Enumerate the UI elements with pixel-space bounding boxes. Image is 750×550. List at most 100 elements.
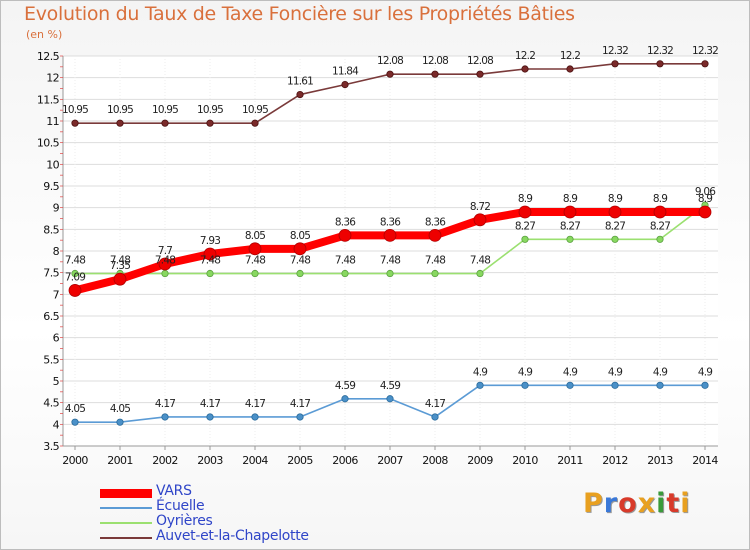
proxiti-logo: Proxiti — [583, 488, 691, 519]
data-point — [473, 213, 487, 227]
data-label: 12.2 — [560, 50, 580, 62]
y-tick-label: 5 — [53, 375, 60, 388]
logo-letter: i — [656, 488, 667, 519]
data-point — [386, 269, 394, 278]
y-tick-label: 8 — [53, 245, 60, 258]
data-point — [116, 119, 124, 127]
data-label: 12.32 — [602, 45, 628, 57]
x-tick-label: 2011 — [557, 454, 583, 467]
data-point — [251, 269, 259, 278]
data-point — [71, 418, 79, 426]
chart-subtitle: (en %) — [26, 28, 63, 41]
data-point — [161, 119, 169, 127]
data-point — [161, 413, 169, 421]
x-tick-label: 2007 — [377, 454, 403, 467]
legend-swatch — [100, 507, 152, 509]
logo-letter: i — [680, 488, 691, 519]
data-point — [251, 413, 259, 421]
data-label: 8.9 — [563, 193, 577, 205]
data-label: 8.27 — [560, 220, 580, 232]
legend-swatch — [100, 537, 152, 539]
data-label: 7.48 — [470, 255, 490, 267]
chart-title: Evolution du Taux de Taxe Foncière sur l… — [24, 3, 575, 25]
data-label: 7.48 — [290, 255, 310, 267]
data-point — [611, 60, 619, 68]
data-label: 7.48 — [425, 255, 445, 267]
y-tick-label: 8.5 — [43, 223, 59, 236]
data-point — [113, 272, 127, 286]
data-point — [521, 65, 529, 73]
y-tick-label: 3.5 — [43, 440, 59, 453]
data-point — [383, 228, 397, 242]
data-label: 8.27 — [605, 220, 625, 232]
data-point — [296, 90, 304, 99]
data-point — [518, 205, 532, 219]
data-point — [296, 413, 304, 421]
x-tick-label: 2001 — [107, 454, 133, 467]
logo-letter: x — [637, 488, 657, 519]
data-point — [476, 70, 484, 78]
data-point — [71, 269, 79, 278]
data-label: 9.06 — [695, 186, 716, 198]
x-tick-label: 2013 — [647, 454, 673, 467]
logo-letter: r — [603, 488, 619, 519]
data-label: 4.05 — [65, 403, 85, 415]
data-point — [71, 119, 79, 127]
data-point — [656, 381, 664, 389]
data-label: 8.72 — [470, 201, 490, 213]
legend-swatch — [100, 488, 152, 498]
x-tick-label: 2000 — [62, 454, 88, 467]
data-point — [251, 119, 259, 127]
logo-letter: o — [618, 488, 638, 519]
data-label: 10.95 — [197, 104, 223, 116]
data-point — [653, 205, 667, 219]
data-point — [701, 381, 709, 389]
data-label: 10.95 — [152, 104, 178, 116]
data-label: 4.17 — [290, 398, 310, 410]
data-label: 4.17 — [200, 398, 220, 410]
data-label: 12.32 — [647, 45, 673, 57]
y-tick-label: 7.5 — [43, 267, 59, 280]
data-label: 8.05 — [290, 230, 310, 242]
data-point — [248, 242, 262, 256]
data-label: 7.48 — [380, 255, 400, 267]
x-tick-label: 2002 — [152, 454, 178, 467]
data-point — [158, 257, 172, 271]
y-tick-label: 4.5 — [43, 397, 59, 410]
x-tick-label: 2004 — [242, 454, 268, 467]
data-point — [521, 235, 529, 243]
data-point — [296, 269, 304, 278]
data-point — [116, 418, 124, 426]
y-tick-label: 12 — [46, 72, 59, 85]
data-label: 10.95 — [107, 104, 133, 116]
data-label: 12.2 — [515, 50, 535, 62]
data-point — [566, 381, 574, 389]
data-label: 4.9 — [698, 366, 712, 378]
data-label: 11.61 — [287, 76, 313, 88]
data-point — [563, 205, 577, 219]
y-tick-label: 9 — [53, 202, 60, 215]
data-label: 12.08 — [422, 55, 448, 67]
data-point — [206, 269, 214, 278]
x-tick-label: 2006 — [332, 454, 358, 467]
data-point — [431, 413, 439, 421]
legend-label: Auvet-et-la-Chapelotte — [156, 528, 309, 544]
data-label: 7.48 — [335, 255, 355, 267]
data-label: 7.48 — [245, 255, 265, 267]
legend-label: VARS — [156, 483, 192, 499]
y-tick-label: 11.5 — [37, 93, 60, 106]
data-label: 8.27 — [650, 220, 670, 232]
data-point — [476, 269, 484, 278]
data-point — [566, 235, 574, 243]
data-label: 4.9 — [473, 366, 487, 378]
data-point — [341, 395, 349, 403]
data-label: 8.9 — [518, 193, 532, 205]
data-label: 4.17 — [245, 398, 265, 410]
data-point — [431, 70, 439, 78]
data-point — [341, 81, 349, 89]
data-point — [656, 60, 664, 68]
data-point — [431, 269, 439, 278]
data-point — [386, 70, 394, 78]
y-tick-label: 7 — [53, 288, 60, 301]
data-point — [161, 269, 169, 278]
